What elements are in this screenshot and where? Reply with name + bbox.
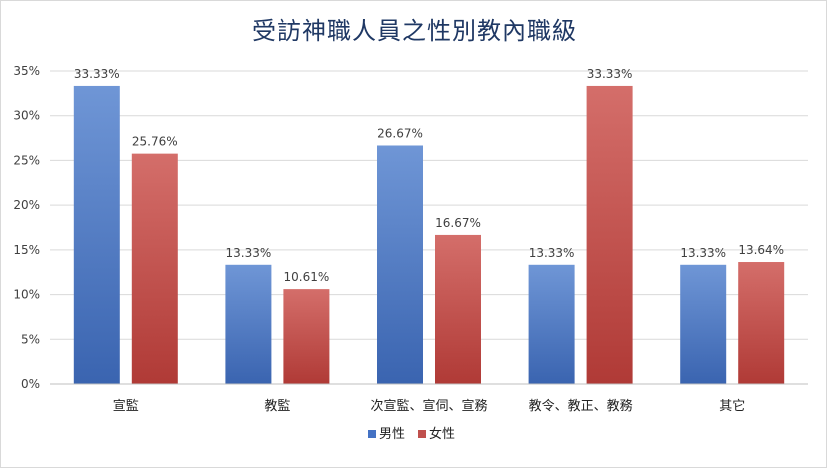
- bar: [738, 262, 785, 384]
- data-label: 13.33%: [680, 246, 726, 260]
- data-label: 10.61%: [284, 270, 330, 284]
- x-category-label: 次宣監、宣伺、宣務: [370, 398, 487, 414]
- bar: [435, 234, 481, 384]
- y-tick-label: 0%: [21, 377, 40, 391]
- data-label: 13.33%: [529, 246, 575, 260]
- bar: [680, 264, 727, 384]
- legend-swatch: [418, 430, 426, 438]
- bar: [73, 85, 120, 384]
- legend-label: 女性: [429, 426, 455, 442]
- x-category-label: 其它: [719, 398, 745, 414]
- y-tick-label: 15%: [13, 243, 40, 257]
- data-label: 13.64%: [738, 243, 784, 257]
- data-label: 13.33%: [226, 246, 272, 260]
- bar: [377, 145, 423, 384]
- y-tick-label: 25%: [13, 153, 40, 167]
- chart-title: 受訪神職人員之性別教內職級: [252, 17, 577, 45]
- y-tick-label: 5%: [21, 332, 40, 346]
- y-tick-label: 30%: [13, 109, 40, 123]
- y-tick-label: 10%: [13, 288, 40, 302]
- data-label: 25.76%: [132, 135, 178, 149]
- y-tick-label: 35%: [13, 64, 40, 78]
- x-category-label: 教監: [264, 398, 290, 414]
- y-tick-label: 20%: [13, 198, 40, 212]
- legend-swatch: [368, 430, 376, 438]
- bar: [283, 289, 330, 384]
- bar: [586, 85, 633, 384]
- bar: [225, 264, 272, 384]
- bar: [131, 153, 178, 384]
- legend-label: 男性: [379, 427, 405, 442]
- bar: [528, 264, 575, 384]
- x-category-label: 教令、教正、教務: [529, 398, 633, 414]
- data-label: 33.33%: [74, 67, 120, 81]
- data-label: 26.67%: [377, 126, 423, 140]
- x-category-label: 宣監: [113, 398, 139, 414]
- data-label: 33.33%: [587, 67, 633, 81]
- data-label: 16.67%: [435, 216, 481, 230]
